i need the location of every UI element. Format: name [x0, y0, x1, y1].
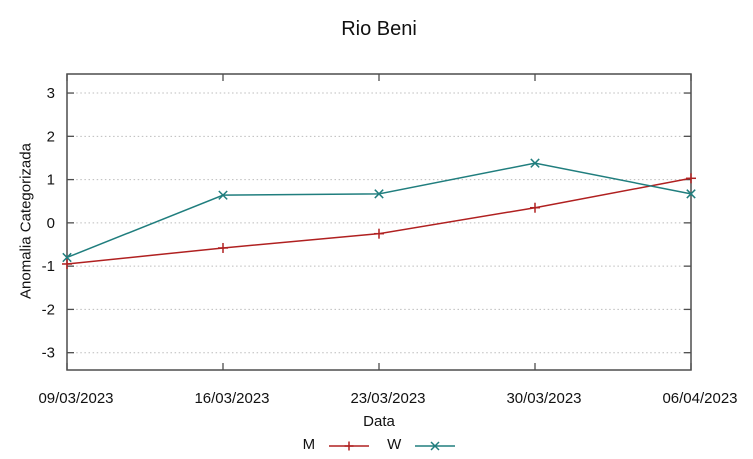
marker-cross-W [218, 190, 228, 200]
series-line-M [66, 177, 692, 265]
y-tick-label: -1 [42, 258, 55, 275]
marker-cross-W [374, 189, 384, 199]
legend-marker-cross [430, 440, 440, 451]
y-tick-label: 0 [47, 215, 55, 232]
y-tick-label: -3 [42, 345, 55, 362]
y-tick-label: -2 [42, 301, 55, 318]
x-axis-label: Data [363, 413, 395, 430]
marker-cross-W [686, 189, 696, 199]
x-tick-label: 06/04/2023 [662, 390, 737, 407]
y-tick-label: 1 [47, 172, 55, 189]
plot-frame [66, 73, 692, 371]
marker-cross-W [62, 252, 72, 263]
legend: M W [67, 436, 691, 453]
legend-line-M [329, 441, 370, 450]
chart-title: Rio Beni [341, 18, 417, 40]
x-tick-label: 23/03/2023 [350, 390, 425, 407]
y-tick-label: 3 [47, 85, 55, 102]
x-tick-label: 30/03/2023 [506, 390, 581, 407]
x-tick-label: 09/03/2023 [38, 390, 113, 407]
legend-label-w: W [387, 436, 402, 453]
legend-sample-m-plus-line-icon [329, 439, 370, 451]
y-tick-label: 2 [47, 128, 55, 145]
legend-label-m: M [302, 436, 316, 453]
series-line-W [66, 162, 692, 259]
x-tick-label: 16/03/2023 [194, 390, 269, 407]
marker-cross-W [530, 158, 540, 168]
legend-sample-w-cross-line-icon [415, 439, 456, 451]
legend-line-W [415, 440, 456, 451]
